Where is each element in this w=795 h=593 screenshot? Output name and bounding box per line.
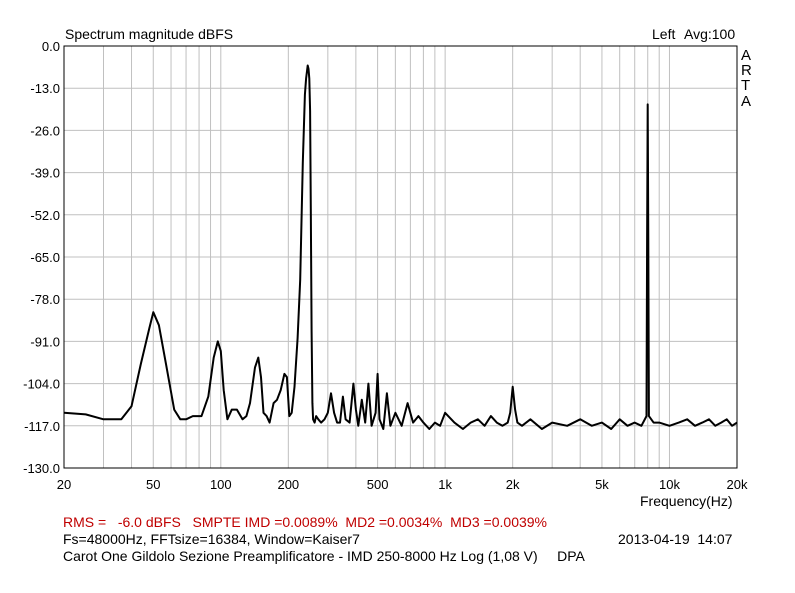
- x-tick-label: 50: [146, 477, 160, 492]
- chart-title: Spectrum magnitude dBFS: [65, 26, 234, 42]
- y-tick-label: -117.0: [24, 419, 60, 434]
- brand-letter-t: T: [741, 77, 751, 94]
- rms-imd-readout: RMS = -6.0 dBFS SMPTE IMD =0.0089% MD2 =…: [63, 514, 547, 530]
- x-tick-label: 200: [277, 477, 299, 492]
- y-axis-ticks: 0.0 -13.0 -26.0 -39.0 -52.0 -65.0 -78.0 -91.0 -1…: [23, 39, 60, 476]
- y-tick-label: -91.0: [30, 334, 60, 349]
- x-tick-label: 20: [57, 477, 71, 492]
- x-tick-label: 5k: [595, 477, 609, 492]
- chart-grid: [64, 46, 737, 468]
- average-label: Avg:100: [684, 26, 736, 42]
- x-axis-ticks: 20 50 100 200 500 1k 2k 5k 10k 20k: [57, 477, 748, 492]
- timestamp: 2013-04-19 14:07: [618, 531, 733, 547]
- y-tick-label: -52.0: [30, 208, 60, 223]
- x-axis-label: Frequency(Hz): [640, 493, 733, 509]
- y-tick-label: -78.0: [30, 292, 60, 307]
- spectrum-trace: [63, 64, 738, 430]
- y-tick-label: -130.0: [23, 461, 60, 476]
- measurement-description: Carot One Gildolo Sezione Preamplificato…: [63, 548, 585, 564]
- brand-letter-r: R: [741, 62, 752, 79]
- y-tick-label: -65.0: [30, 250, 60, 265]
- y-tick-label: -39.0: [30, 166, 60, 181]
- x-tick-label: 20k: [727, 477, 748, 492]
- y-tick-label: -26.0: [30, 123, 60, 138]
- x-tick-label: 10k: [659, 477, 680, 492]
- y-tick-label: 0.0: [42, 39, 60, 54]
- x-tick-label: 100: [210, 477, 232, 492]
- x-tick-label: 2k: [506, 477, 520, 492]
- plot-frame: [63, 45, 738, 469]
- x-tick-label: 1k: [438, 477, 452, 492]
- brand-letter-a: A: [741, 47, 752, 64]
- channel-label: Left: [652, 26, 676, 42]
- y-tick-label: -104.0: [23, 377, 60, 392]
- y-tick-label: -13.0: [30, 81, 60, 96]
- fft-settings-readout: Fs=48000Hz, FFTsize=16384, Window=Kaiser…: [63, 531, 360, 547]
- brand-letter-a2: A: [741, 93, 752, 110]
- x-tick-label: 500: [367, 477, 389, 492]
